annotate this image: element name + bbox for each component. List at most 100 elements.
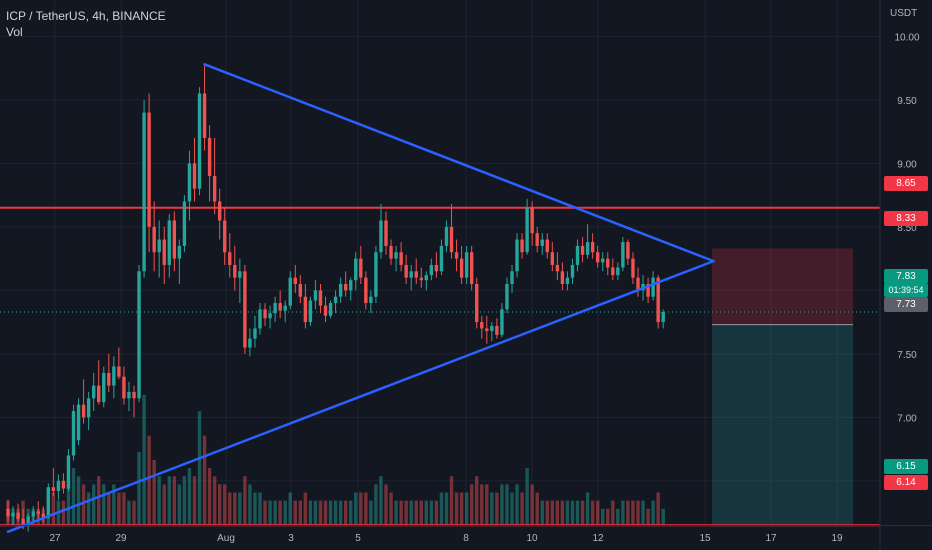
- candle-body: [217, 201, 222, 221]
- volume-bar: [263, 500, 267, 525]
- candle: [147, 93, 151, 253]
- candle-body: [86, 398, 91, 418]
- volume-bar: [510, 492, 514, 525]
- candle: [464, 245, 469, 284]
- volume-bar: [243, 476, 247, 525]
- volume-bar: [122, 492, 126, 525]
- candle: [374, 245, 378, 304]
- chart-title: ICP / TetherUS, 4h, BINANCE: [6, 9, 166, 23]
- candle-body: [530, 207, 534, 234]
- candle-body: [439, 245, 444, 272]
- volume-bar: [606, 508, 610, 525]
- volume-bar: [560, 500, 565, 525]
- candle-body: [469, 252, 474, 284]
- candle-body: [147, 112, 151, 227]
- candle-body: [182, 201, 187, 246]
- volume-bar: [97, 476, 101, 525]
- volume-bar: [91, 484, 96, 525]
- candle: [107, 353, 111, 392]
- volume-bar: [318, 500, 323, 525]
- candle: [31, 506, 35, 522]
- candle: [480, 315, 484, 339]
- volume-bar: [343, 500, 348, 525]
- y-tick-label: 7.50: [897, 350, 917, 361]
- candle: [162, 226, 166, 284]
- candle: [354, 252, 358, 291]
- volume-bar: [424, 500, 429, 525]
- candle-body: [434, 264, 439, 272]
- x-tick-label: 10: [526, 533, 538, 544]
- volume-bar: [137, 451, 141, 525]
- candle-body: [268, 313, 272, 319]
- candle-body: [167, 220, 171, 265]
- candle-body: [278, 303, 282, 311]
- candle: [338, 277, 343, 304]
- candle-body: [318, 290, 323, 306]
- candle-body: [31, 511, 35, 517]
- candle-body: [414, 271, 418, 278]
- candle-body: [394, 252, 398, 259]
- candle-body: [606, 258, 610, 268]
- volume-legend: Vol: [6, 25, 23, 39]
- candle: [364, 271, 368, 310]
- volume-bar: [182, 476, 187, 525]
- candle: [182, 195, 187, 253]
- candle: [631, 252, 635, 284]
- candle-body: [601, 258, 605, 263]
- candle-body: [56, 480, 61, 492]
- candle: [202, 64, 207, 151]
- volume-bar: [530, 484, 534, 525]
- x-tick-label: 12: [592, 533, 604, 544]
- candle-body: [535, 233, 539, 246]
- candle-body: [505, 284, 509, 310]
- candle-body: [127, 391, 131, 399]
- volume-bar: [273, 500, 277, 525]
- candle: [273, 296, 277, 323]
- trendlines: [6, 63, 715, 533]
- candle-body: [646, 284, 650, 297]
- volume-bar: [303, 492, 308, 525]
- candle: [540, 233, 544, 255]
- candle: [409, 264, 413, 291]
- candle: [646, 277, 650, 304]
- x-tick-label: 19: [831, 533, 843, 544]
- candle-body: [76, 404, 81, 441]
- candle: [212, 137, 217, 215]
- candle: [122, 366, 126, 405]
- candle: [192, 137, 197, 202]
- candle: [636, 267, 640, 297]
- candle: [439, 239, 444, 276]
- candle: [268, 305, 272, 329]
- volume-bar: [192, 476, 197, 525]
- candle-body: [122, 376, 126, 399]
- candle: [515, 233, 519, 278]
- volume-bar: [595, 500, 600, 525]
- candle-body: [480, 322, 484, 329]
- volume-bar: [288, 492, 292, 525]
- candle-body: [545, 239, 549, 253]
- volume-bar: [187, 468, 192, 525]
- volume-bar: [66, 484, 71, 525]
- candle-body: [454, 252, 459, 259]
- y-tick-label: 7.00: [897, 413, 917, 424]
- candle: [56, 474, 61, 500]
- volume-bar: [333, 500, 338, 525]
- volume-bar: [475, 476, 479, 525]
- candle-body: [656, 277, 660, 323]
- candle-body: [464, 252, 469, 278]
- candle-body: [424, 275, 429, 281]
- candle-body: [298, 284, 303, 297]
- candle: [303, 284, 308, 329]
- x-tick-label: 27: [49, 533, 61, 544]
- candle: [475, 277, 479, 329]
- candle: [606, 252, 610, 276]
- triangle-trendline: [203, 63, 715, 263]
- candle-body: [81, 404, 86, 418]
- volume-bar: [555, 500, 560, 525]
- candle: [449, 203, 454, 259]
- volume-bar: [364, 492, 368, 525]
- candle-body: [273, 303, 277, 314]
- volume-bar: [328, 500, 333, 525]
- candle-body: [36, 511, 40, 514]
